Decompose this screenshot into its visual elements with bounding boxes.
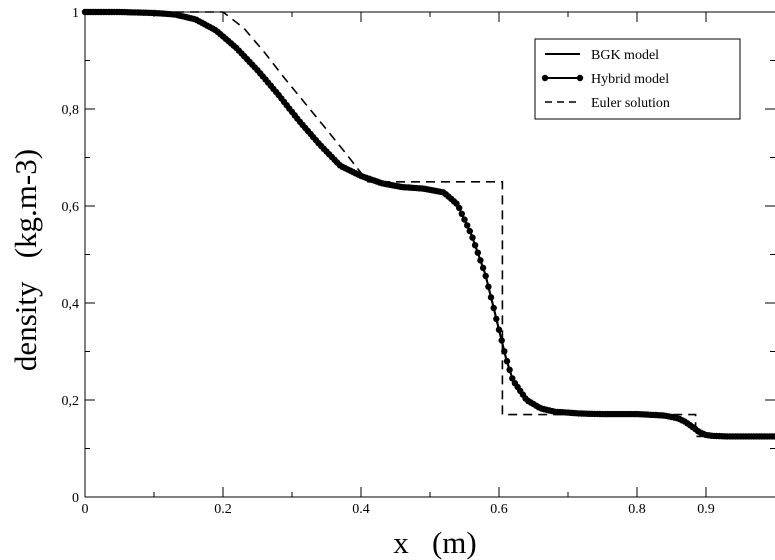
legend-label: Hybrid model <box>591 72 669 87</box>
x-tick-label: 0.2 <box>214 502 232 517</box>
y-axis-label: density (kg.m-3) <box>8 149 43 371</box>
x-tick-label: 0 <box>82 502 89 517</box>
y-tick-label: 0,8 <box>62 103 80 118</box>
hybrid-model-marker <box>464 222 471 229</box>
x-tick-label: 0.6 <box>490 502 508 517</box>
legend-label: BGK model <box>591 48 659 63</box>
hybrid-model-marker <box>495 326 503 333</box>
hybrid-model-marker <box>493 315 500 323</box>
hybrid-model-marker <box>458 210 465 217</box>
x-tick-label: 0.9 <box>697 502 715 517</box>
legend: BGK model Hybrid model Euler solution <box>534 38 741 120</box>
hybrid-model-marker <box>479 264 487 272</box>
hybrid-model-marker <box>474 249 481 256</box>
tick-labels: 0 0.2 0.4 0.6 0.8 0.9 0 0,2 0,4 0,6 0,8 1 <box>62 6 715 517</box>
hybrid-model-marker <box>490 304 497 312</box>
y-tick-label: 0 <box>72 491 79 506</box>
axis-ticks <box>84 11 775 498</box>
hybrid-model-marker <box>509 375 516 382</box>
series-euler-solution-line <box>85 11 775 438</box>
hybrid-model-marker <box>498 337 505 344</box>
hybrid-model-marker <box>503 358 511 365</box>
x-axis-label: x (m) <box>393 525 477 560</box>
legend-hybrid-marker <box>541 74 549 82</box>
hybrid-model-marker <box>485 283 492 290</box>
hybrid-model-marker <box>456 204 463 212</box>
hybrid-model-marker <box>487 294 495 301</box>
y-tick-label: 0,2 <box>62 394 80 409</box>
series-layer <box>81 8 775 440</box>
y-tick-label: 0,6 <box>62 200 80 215</box>
y-tick-label: 0,4 <box>62 297 80 312</box>
y-tick-label: 1 <box>72 6 79 21</box>
hybrid-model-marker <box>466 227 473 235</box>
legend-label: Euler solution <box>591 96 670 111</box>
x-tick-label: 0.4 <box>352 502 370 517</box>
hybrid-model-marker <box>482 272 489 280</box>
hybrid-model-marker <box>461 216 468 223</box>
hybrid-model-marker <box>471 242 479 249</box>
legend-items: BGK model Hybrid model Euler solution <box>541 48 670 111</box>
hybrid-model-marker <box>469 234 476 241</box>
hybrid-model-marker <box>506 366 513 373</box>
x-tick-label: 0.8 <box>628 502 646 517</box>
hybrid-model-marker <box>477 257 484 264</box>
legend-hybrid-marker <box>576 74 584 82</box>
